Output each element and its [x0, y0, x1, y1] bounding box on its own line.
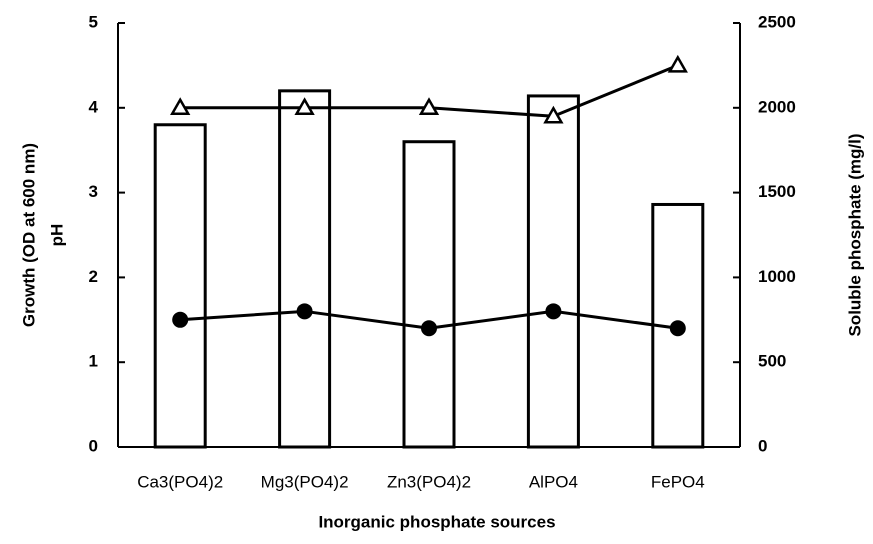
y2-tick-label: 1000	[758, 267, 796, 286]
y-tick-label: 2	[89, 267, 98, 286]
chart: Inorganic phosphate sources Growth (OD a…	[0, 0, 873, 539]
y-tick-label: 5	[89, 12, 98, 31]
x-tick-label: Ca3(PO4)2	[137, 472, 223, 491]
bar	[404, 142, 454, 447]
marker	[670, 57, 686, 71]
y-tick-label: 4	[89, 97, 99, 116]
bar	[528, 96, 578, 447]
marker	[421, 320, 437, 336]
y2-tick-label: 0	[758, 436, 767, 455]
x-axis-title: Inorganic phosphate sources	[318, 512, 555, 531]
x-tick-label: FePO4	[651, 472, 705, 491]
y2-axis-title: Soluble phosphate (mg/l)	[845, 133, 864, 336]
bar	[280, 91, 330, 447]
y2-tick-label: 2500	[758, 12, 796, 31]
x-tick-label: Mg3(PO4)2	[261, 472, 349, 491]
marker	[297, 303, 313, 319]
bar	[155, 125, 205, 447]
y-tick-label: 0	[89, 436, 98, 455]
marker	[545, 303, 561, 319]
y2-tick-label: 1500	[758, 182, 796, 201]
y-axis-title: pH	[47, 224, 66, 247]
y-axis-title: Growth (OD at 600 nm)	[19, 143, 38, 327]
marker	[670, 320, 686, 336]
marker	[172, 312, 188, 328]
x-tick-label: AlPO4	[529, 472, 578, 491]
x-tick-label: Zn3(PO4)2	[387, 472, 471, 491]
y-tick-label: 1	[89, 352, 98, 371]
y2-tick-label: 2000	[758, 97, 796, 116]
y2-tick-label: 500	[758, 352, 786, 371]
y-tick-label: 3	[89, 182, 98, 201]
